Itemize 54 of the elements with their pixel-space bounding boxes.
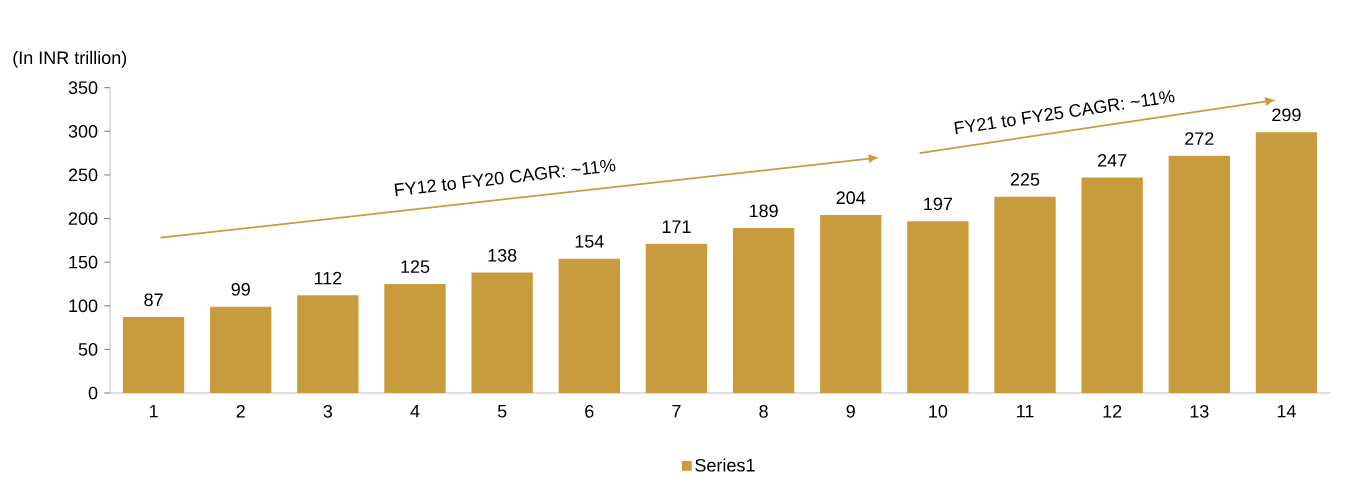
bar [210, 306, 272, 393]
x-tick-label: 14 [1277, 404, 1296, 418]
y-tick-label: 300 [68, 124, 98, 138]
bar [297, 295, 359, 393]
x-tick-label: 8 [759, 404, 768, 418]
y-tick-label: 200 [68, 212, 98, 225]
x-tick-label: 1 [149, 404, 158, 418]
data-label: 154 [575, 235, 604, 248]
x-tick-label: 7 [672, 404, 681, 418]
bar [994, 196, 1056, 393]
data-label: 225 [1010, 173, 1040, 186]
bar [1168, 155, 1230, 393]
data-label: 138 [488, 248, 517, 262]
bar [384, 283, 446, 393]
y-tick-label: 250 [68, 168, 98, 182]
x-tick-label: 4 [410, 404, 420, 418]
bar [645, 243, 708, 393]
x-tick-label: 12 [1103, 404, 1122, 418]
bar [471, 272, 533, 393]
bar [907, 221, 969, 393]
bar [732, 228, 795, 393]
annotation: FY12 to FY20 CAGR: ~11% [394, 159, 616, 197]
data-label: 189 [749, 204, 778, 218]
x-tick-label: 3 [323, 404, 333, 418]
data-label: 197 [924, 197, 952, 211]
y-tick-label: 350 [68, 81, 98, 95]
data-label: 247 [1098, 154, 1127, 167]
x-tick-label: 13 [1190, 404, 1209, 418]
y-tick-label: 100 [69, 299, 98, 313]
data-label: 99 [231, 282, 250, 296]
y-tick-label: 0 [88, 386, 98, 400]
legend-label: Series1 [695, 458, 755, 472]
data-label: 171 [662, 220, 691, 233]
bar [820, 215, 882, 393]
bar [1255, 132, 1318, 393]
y-tick-label: 50 [78, 343, 98, 356]
x-tick-label: 2 [236, 404, 245, 418]
data-label: 125 [401, 260, 430, 274]
x-tick-label: 5 [497, 404, 507, 418]
x-tick-label: 6 [585, 404, 594, 418]
y-tick-label: 150 [69, 255, 98, 269]
bar [1081, 177, 1143, 393]
bar [122, 317, 185, 393]
bar [558, 258, 620, 393]
x-tick-label: 9 [846, 404, 855, 418]
data-label: 272 [1185, 132, 1214, 145]
x-tick-label: 10 [929, 404, 948, 418]
data-label: 112 [314, 271, 342, 285]
data-label: 87 [144, 293, 163, 307]
x-tick-label: 11 [1017, 404, 1034, 418]
data-label: 204 [836, 191, 866, 205]
annotation: FY21 to FY25 CAGR: ~11% [954, 90, 1175, 135]
y-axis-title: (In INR trillion) [13, 50, 127, 68]
data-label: 299 [1272, 108, 1301, 122]
